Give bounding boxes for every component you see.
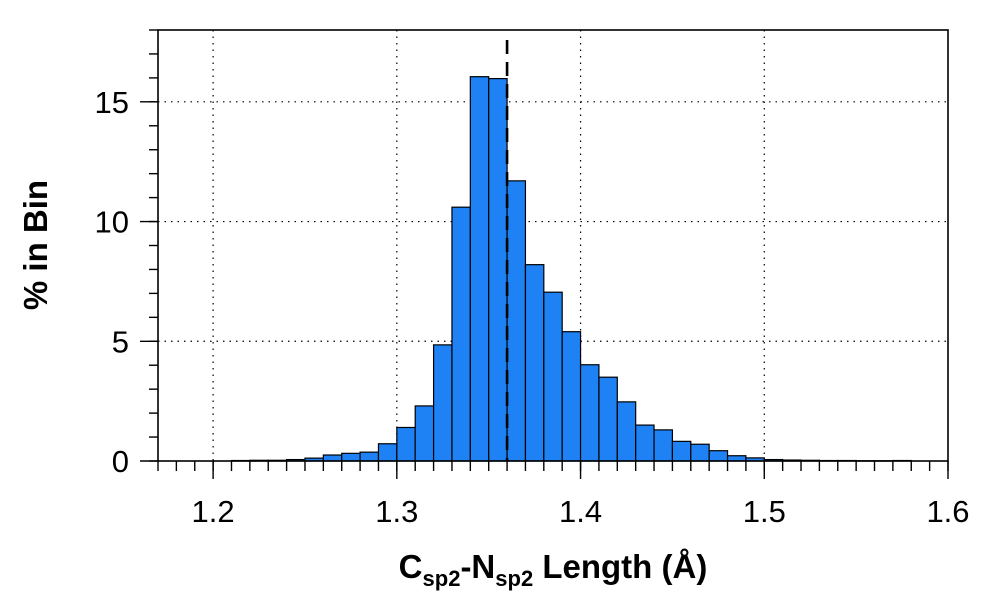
histogram-bar	[506, 180, 527, 462]
histogram-bar	[469, 76, 490, 462]
y-tick-label: 5	[112, 324, 129, 359]
y-tick-label: 15	[95, 85, 129, 120]
histogram-bars	[230, 76, 912, 462]
histogram-bar	[616, 401, 637, 462]
histogram-bar	[561, 331, 582, 462]
histogram-bar	[635, 424, 655, 462]
x-axis-title-subscript: sp2	[495, 566, 533, 591]
histogram-bar	[598, 376, 618, 462]
histogram-bar	[359, 451, 380, 462]
histogram-bar	[671, 440, 692, 462]
histogram-bar	[432, 344, 453, 462]
grid-lines	[158, 30, 948, 461]
x-axis-title-part: -N	[460, 548, 495, 585]
x-tick-label: 1.5	[743, 494, 786, 529]
histogram-bar	[451, 206, 471, 462]
x-axis-title: Csp2-Nsp2 Length (Å)	[399, 548, 708, 591]
histogram-bar	[524, 264, 545, 462]
histogram-bar	[322, 454, 343, 462]
y-tick-label: 10	[95, 205, 129, 240]
x-axis-title-part: C	[399, 548, 423, 585]
x-tick-label: 1.6	[926, 494, 969, 529]
axis-ticks	[140, 29, 949, 479]
x-tick-label: 1.4	[559, 494, 602, 529]
histogram-bar	[377, 443, 398, 462]
histogram-bar	[341, 452, 361, 462]
histogram-bar	[488, 78, 508, 462]
y-axis-title: % in Bin	[17, 180, 54, 310]
y-tick-labels: 0 5 10 15	[95, 85, 129, 479]
x-axis-title-subscript: sp2	[423, 566, 461, 591]
y-tick-label: 0	[112, 444, 129, 479]
x-tick-labels: 1.2 1.3 1.4 1.5 1.6	[192, 494, 970, 529]
x-tick-label: 1.3	[375, 494, 418, 529]
histogram-bar	[708, 450, 729, 462]
histogram-bar	[579, 364, 600, 462]
histogram-bar	[396, 426, 416, 462]
histogram-bar	[414, 405, 435, 462]
x-axis-title-part: Length (Å)	[533, 548, 707, 585]
histogram-bar	[653, 429, 674, 462]
histogram-bar	[690, 443, 710, 462]
x-tick-label: 1.2	[192, 494, 235, 529]
histogram-bar	[543, 291, 563, 462]
